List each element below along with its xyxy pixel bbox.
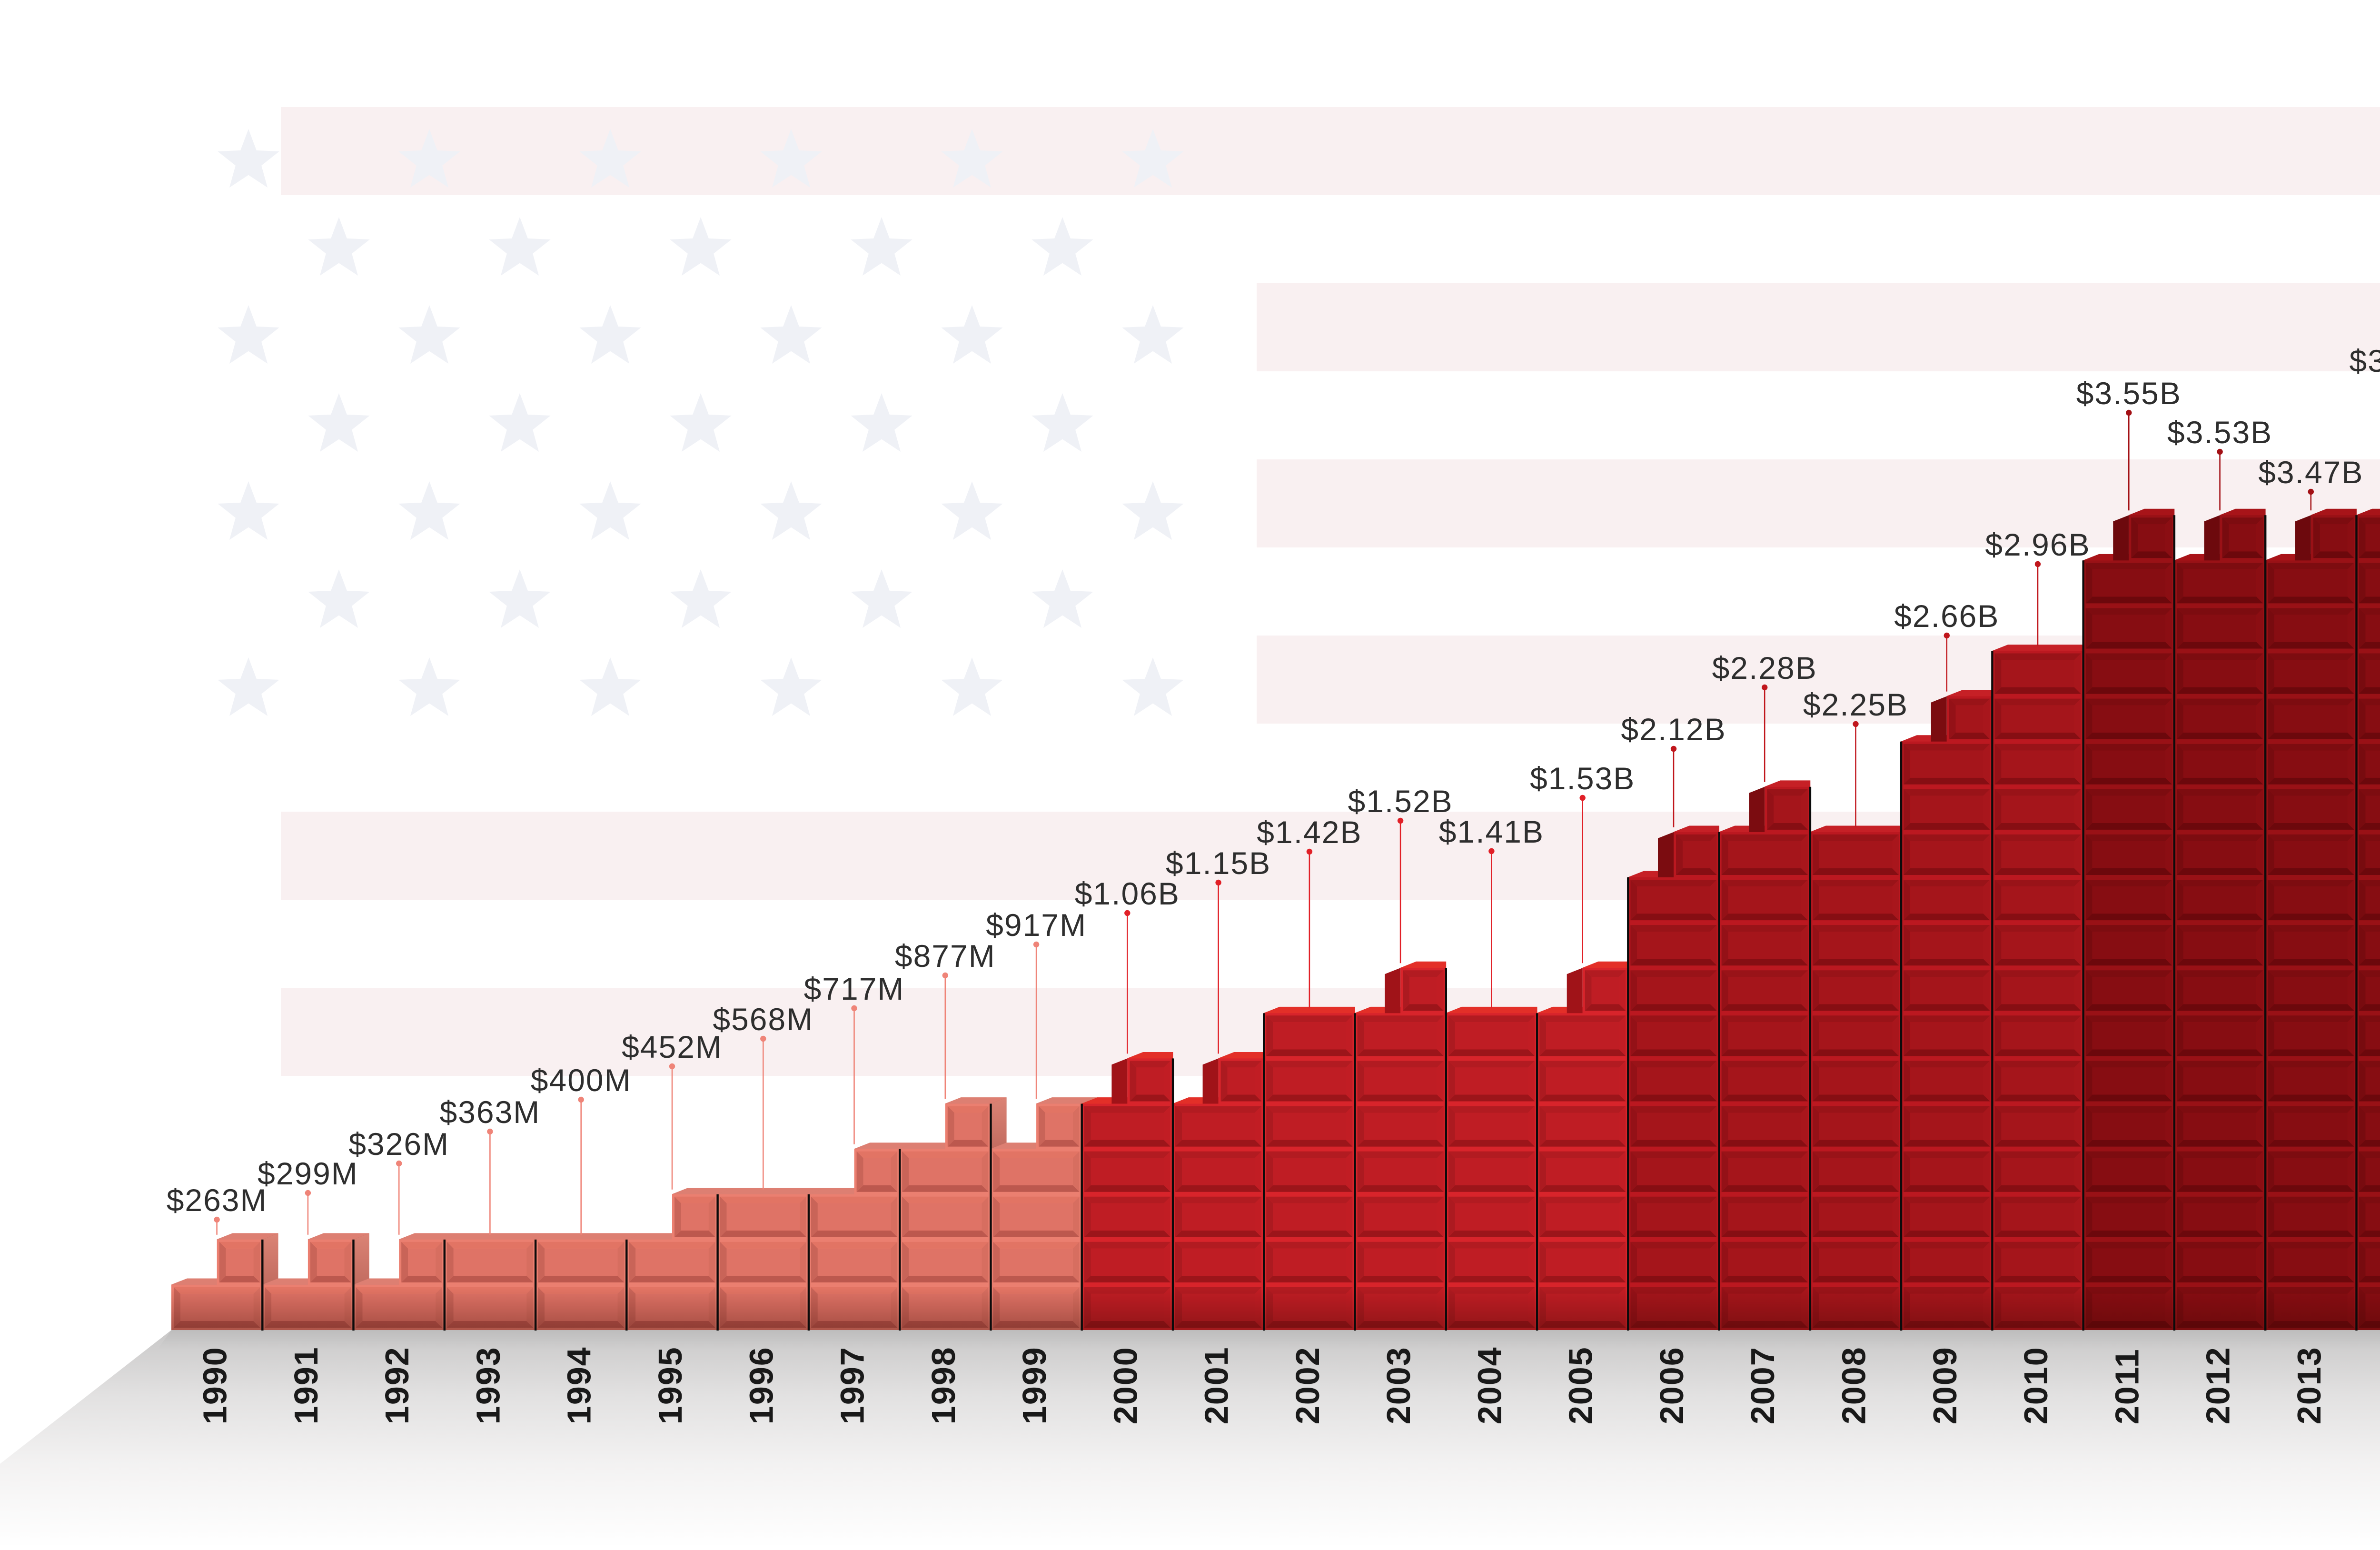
svg-text:$1.15B: $1.15B (1166, 845, 1271, 881)
svg-text:$2.25B: $2.25B (1803, 687, 1908, 722)
svg-text:$326M: $326M (348, 1126, 449, 1162)
svg-text:1991: 1991 (288, 1346, 325, 1424)
svg-text:$568M: $568M (713, 1002, 813, 1037)
svg-text:2004: 2004 (1471, 1346, 1508, 1424)
svg-text:$1.42B: $1.42B (1257, 815, 1362, 850)
svg-text:1996: 1996 (743, 1346, 780, 1424)
svg-text:$2.96B: $2.96B (1985, 527, 2090, 562)
svg-text:1990: 1990 (197, 1346, 234, 1424)
svg-text:$452M: $452M (622, 1029, 723, 1064)
svg-text:$3.47B: $3.47B (2258, 455, 2363, 490)
svg-text:2006: 2006 (1653, 1346, 1690, 1424)
svg-text:1995: 1995 (652, 1346, 689, 1424)
svg-text:$3.53B: $3.53B (2167, 415, 2272, 450)
svg-text:$2.28B: $2.28B (1712, 650, 1817, 686)
svg-text:1993: 1993 (469, 1346, 506, 1424)
svg-text:$3.64B: $3.64B (2350, 343, 2380, 378)
svg-text:1999: 1999 (1016, 1346, 1053, 1424)
svg-text:2008: 2008 (1835, 1346, 1873, 1424)
svg-text:2003: 2003 (1380, 1346, 1417, 1424)
svg-text:$2.66B: $2.66B (1894, 598, 1999, 634)
svg-text:$299M: $299M (258, 1156, 358, 1191)
svg-text:2005: 2005 (1562, 1346, 1599, 1424)
svg-text:1994: 1994 (561, 1346, 598, 1424)
svg-text:2013: 2013 (2291, 1346, 2328, 1424)
svg-text:2007: 2007 (1744, 1346, 1781, 1424)
svg-text:2011: 2011 (2108, 1348, 2145, 1424)
svg-text:1998: 1998 (925, 1346, 962, 1424)
svg-text:2002: 2002 (1289, 1346, 1326, 1424)
svg-text:2010: 2010 (2017, 1346, 2054, 1424)
svg-text:$2.12B: $2.12B (1621, 712, 1726, 747)
svg-text:$1.41B: $1.41B (1439, 814, 1544, 849)
svg-text:$1.52B: $1.52B (1348, 784, 1453, 819)
svg-text:2001: 2001 (1198, 1346, 1235, 1424)
svg-text:$1.06B: $1.06B (1075, 876, 1180, 911)
svg-text:$717M: $717M (804, 971, 905, 1006)
svg-text:$400M: $400M (531, 1063, 632, 1098)
svg-text:$877M: $877M (895, 938, 996, 974)
svg-text:$263M: $263M (167, 1182, 268, 1218)
svg-text:2000: 2000 (1107, 1346, 1144, 1424)
svg-text:$3.55B: $3.55B (2076, 376, 2182, 411)
svg-text:1997: 1997 (834, 1346, 871, 1424)
svg-text:$1.53B: $1.53B (1530, 761, 1635, 796)
svg-text:$363M: $363M (439, 1094, 540, 1130)
svg-text:2012: 2012 (2200, 1346, 2237, 1424)
svg-text:2009: 2009 (1926, 1346, 1964, 1424)
svg-text:$917M: $917M (986, 907, 1087, 943)
svg-text:1992: 1992 (378, 1346, 416, 1424)
